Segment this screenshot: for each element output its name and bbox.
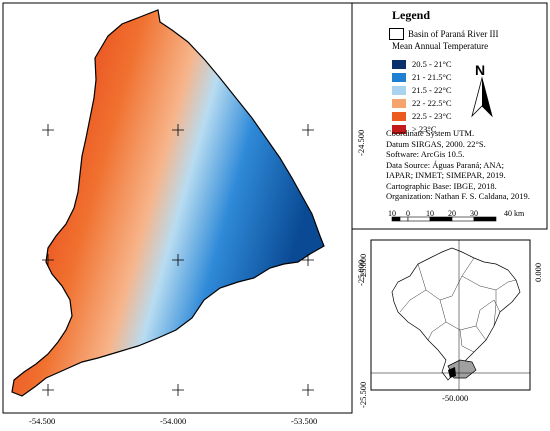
metadata-line: IAPAR; INMET; SIMEPAR, 2019. (386, 170, 506, 180)
north-arrow-icon (471, 76, 493, 118)
temperature-title: Mean Annual Temperature (392, 41, 489, 51)
class-label: 22.5 - 23°C (412, 111, 452, 121)
main-x-tick: -54.000 (160, 416, 187, 426)
legend-class: 21 - 21.5°C (392, 71, 452, 83)
main-y-tick: -24.500 (356, 129, 366, 156)
scale-label: 10 (388, 209, 396, 218)
class-swatch (392, 111, 406, 121)
scale-label: 40 km (504, 209, 525, 218)
metadata-line: Cartographic Base: IBGE, 2018. (386, 180, 497, 191)
class-label: 21 - 21.5°C (412, 72, 452, 82)
class-label: 22 - 22.5°C (412, 98, 452, 108)
metadata-line: Organization: Nathan F. S. Caldana, 2019… (386, 191, 530, 201)
inset-x-tick: -50.000 (442, 393, 469, 403)
class-swatch (392, 72, 406, 82)
main-x-tick: -54.500 (29, 416, 56, 426)
basin-label: Basin of Paraná River III (408, 29, 499, 39)
class-label: > 23°C (412, 124, 437, 134)
class-label: 21.5 - 22°C (412, 85, 452, 95)
scale-bar (391, 216, 497, 222)
class-swatch (392, 124, 406, 134)
grid-crosses (42, 124, 314, 396)
temperature-classes: 20.5 - 21°C 21 - 21.5°C 21.5 - 22°C 22 -… (392, 58, 452, 136)
north-label: N (475, 62, 486, 78)
legend-basin-item: Basin of Paraná River III (389, 28, 498, 40)
legend-title: Legend (392, 8, 431, 22)
legend-class: 20.5 - 21°C (392, 58, 452, 70)
class-swatch (392, 85, 406, 95)
legend-class: > 23°C (392, 123, 452, 135)
basin-swatch (389, 28, 404, 40)
inset-y-left-tick: -25.000 (358, 253, 368, 280)
metadata-line: Datum SIRGAS, 2000. 22°S. (386, 138, 486, 149)
class-label: 20.5 - 21°C (412, 59, 452, 69)
inset-y-right-tick: 0.000 (533, 262, 543, 282)
scale-label: 30 (470, 209, 478, 218)
scale-label: 10 (426, 209, 434, 218)
metadata-line: Data Source: Águas Paraná; ANA; (386, 159, 505, 170)
scale-label: 0 (406, 209, 410, 218)
state-borders (399, 257, 517, 353)
legend-frame (351, 2, 548, 230)
basin-location-marker (448, 367, 456, 378)
legend-class: 21.5 - 22°C (392, 84, 452, 96)
metadata-line: Coordinate System UTM. (386, 128, 475, 138)
class-swatch (392, 98, 406, 108)
map-metadata: Coordinate System UTM. Datum SIRGAS, 200… (386, 128, 546, 202)
scale-label: 20 (448, 209, 456, 218)
inset-graticule (371, 240, 530, 390)
inset-y-left-tick: -25.500 (358, 381, 368, 408)
main-x-tick: -53.500 (291, 416, 318, 426)
class-swatch (392, 59, 406, 69)
basin-region (11, 9, 325, 397)
legend-class: 22 - 22.5°C (392, 97, 452, 109)
metadata-line: Software: ArcGis 10.5. (386, 149, 465, 159)
legend-class: 22.5 - 23°C (392, 110, 452, 122)
